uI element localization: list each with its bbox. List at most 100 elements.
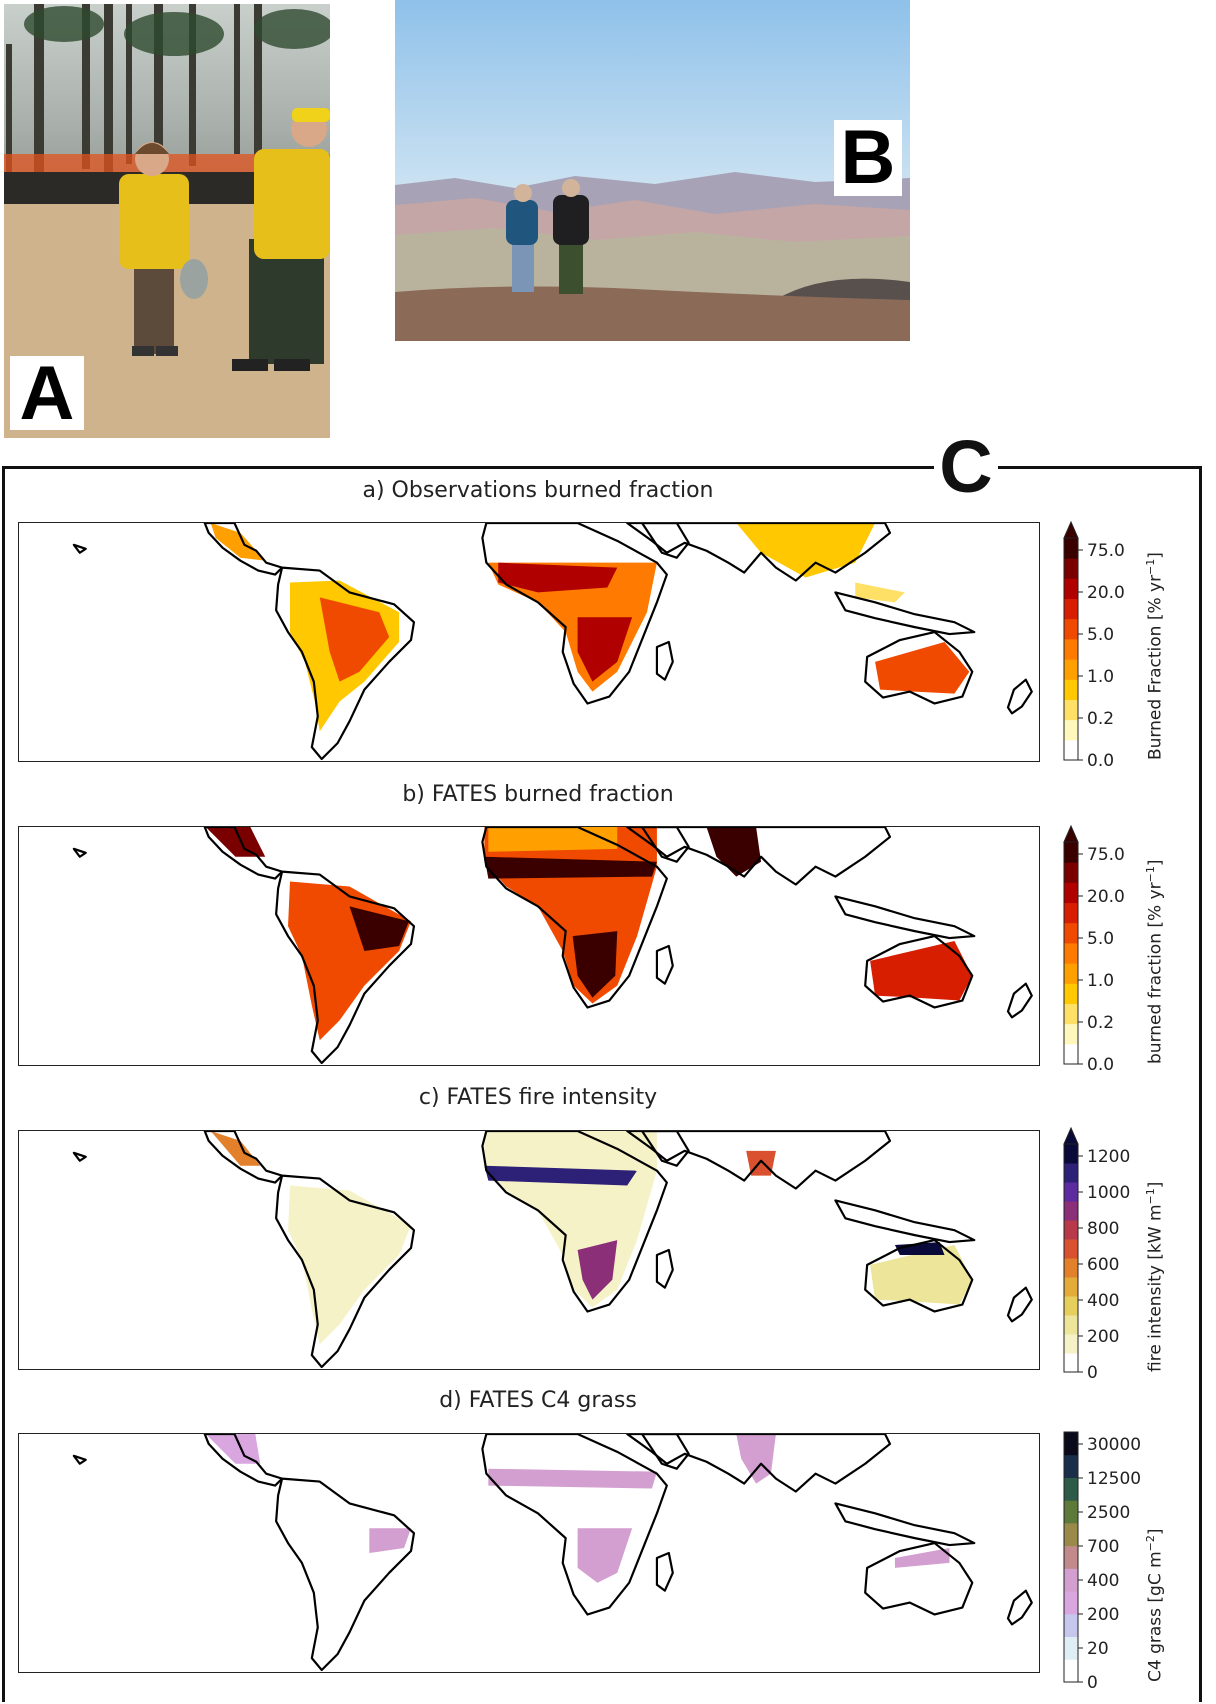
map-0-coastline-madagascar (655, 640, 674, 681)
colorbar-2-tick-label-4: 400 (1087, 1291, 1119, 1311)
map-1-fire-region-1 (349, 906, 410, 951)
colorbar-1-swatch-8 (1064, 882, 1078, 904)
colorbar-2-tick-label-1: 1000 (1087, 1183, 1130, 1203)
colorbar-3-swatch-2 (1064, 1613, 1078, 1638)
colorbar-0-label: Burned Fraction [% yr−1] (1144, 552, 1166, 760)
colorbar-1-tick-label-1: 20.0 (1087, 887, 1125, 907)
map-0-coastline-asia (626, 523, 892, 582)
colorbar-3-swatch-4 (1064, 1568, 1078, 1592)
colorbar-0-tick-label-0: 75.0 (1087, 541, 1125, 561)
map-1-coastline-mexico_isl (72, 847, 87, 858)
colorbar-3-swatch-7 (1064, 1500, 1078, 1524)
colorbar-3-swatch-3 (1064, 1591, 1078, 1615)
map-2-coastline-indonesia (834, 1199, 976, 1244)
map-1-coastline-australia (864, 934, 974, 1009)
colorbar-2-tick-label-6: 0 (1087, 1363, 1098, 1383)
colorbar-1-extend-arrow (1063, 824, 1079, 843)
map-1-coastline-arabia (640, 827, 690, 863)
map-3-coastline-arabia (640, 1434, 690, 1470)
colorbar-1-swatch-4 (1064, 963, 1078, 984)
colorbar-2-tick-label-2: 800 (1087, 1219, 1119, 1239)
map-3-coastline-camerica (203, 1434, 284, 1487)
colorbar-d: 30000 12500 2500 700 400 200 20 0 C4 grass [gC m… (1058, 1428, 1216, 1693)
map-0-coastline-indonesia (834, 591, 976, 636)
map-3-svg (72, 1434, 1033, 1672)
map-2-coastline-mexico_isl (72, 1151, 87, 1162)
colorbar-1-swatch-1 (1064, 1023, 1078, 1045)
map-0-svg (72, 523, 1033, 761)
colorbar-1-swatch-5 (1064, 942, 1078, 964)
map-c-fates-fire-intensity (18, 1130, 1040, 1370)
colorbar-1-swatch-7 (1064, 902, 1078, 924)
colorbar-0-swatch-8 (1064, 578, 1078, 600)
colorbar-2-swatch-0 (1064, 1353, 1078, 1373)
colorbar-1-tick-label-5: 0.0 (1087, 1055, 1114, 1075)
colorbar-0-swatch-9 (1064, 558, 1078, 579)
colorbar-0-extend-arrow (1063, 520, 1079, 539)
colorbar-2-swatch-6 (1064, 1239, 1078, 1259)
map-3-coastline-samerica (275, 1477, 416, 1672)
map-2-fire-region-2 (577, 1240, 618, 1300)
map-2-coastline-australia (864, 1238, 974, 1313)
colorbar-2-swatch-11 (1064, 1144, 1078, 1164)
map-0-fire-region-7 (210, 523, 266, 561)
panel-c-frame (2, 466, 1202, 1702)
map-b-title: b) FATES burned fraction (402, 782, 674, 807)
colorbar-0-swatch-7 (1064, 598, 1078, 620)
colorbar-2-swatch-7 (1064, 1220, 1078, 1240)
map-1-coastline-camerica (203, 827, 284, 880)
colorbar-1-tick-label-3: 1.0 (1087, 971, 1114, 991)
colorbar-3-tick-label-4: 400 (1087, 1571, 1119, 1591)
colorbar-3-swatch-0 (1064, 1659, 1078, 1683)
map-0-coastline-australia (864, 630, 974, 705)
map-0-coastline-mexico_isl (72, 543, 87, 554)
map-3-coastline-africa (481, 1434, 668, 1616)
colorbar-0-swatch-5 (1064, 638, 1078, 660)
map-0-fire-region-6 (736, 523, 876, 578)
colorbar-2-swatch-8 (1064, 1201, 1078, 1221)
colorbar-3-tick-label-6: 20 (1087, 1639, 1109, 1659)
map-a-observations-burned-fraction (18, 522, 1040, 762)
colorbar-2-svg: 1200 1000 800 600 400 200 0 (1063, 1126, 1130, 1383)
colorbar-1-swatch-9 (1064, 862, 1078, 883)
map-1-svg (72, 827, 1033, 1065)
map-0-coastline-camerica (203, 523, 284, 576)
colorbar-1-tick-label-0: 75.0 (1087, 845, 1125, 865)
map-c-title: c) FATES fire intensity (418, 1085, 658, 1110)
colorbar-3-tick-label-1: 12500 (1087, 1469, 1141, 1489)
map-1-coastline-madagascar (655, 944, 674, 985)
colorbar-0-swatch-10 (1064, 538, 1078, 559)
map-2-coastline-asia (626, 1131, 892, 1190)
map-2-coastline-camerica (203, 1131, 284, 1184)
colorbar-3-tick-label-2: 2500 (1087, 1503, 1130, 1523)
colorbar-3-swatch-10 (1064, 1432, 1078, 1456)
colorbar-0-svg: 75.0 20.0 5.0 1.0 0.2 0.0 (1063, 520, 1125, 771)
colorbar-3-outline (1063, 1431, 1079, 1683)
colorbar-3-tick-label-3: 700 (1087, 1537, 1119, 1557)
colorbar-0-swatch-2 (1064, 699, 1078, 721)
map-1-fire-region-0 (288, 881, 411, 1041)
colorbar-1-swatch-3 (1064, 983, 1078, 1004)
colorbar-3-swatch-8 (1064, 1477, 1078, 1501)
map-2-coastline-madagascar (655, 1248, 674, 1289)
map-1-coastline-samerica (275, 870, 416, 1065)
colorbar-3-tick-label-0: 30000 (1087, 1435, 1141, 1455)
map-2-coastline-samerica (275, 1174, 416, 1369)
colorbar-2-swatch-5 (1064, 1258, 1078, 1278)
colorbar-c: 1200 1000 800 600 400 200 0 fire intensity [kW … (1058, 1124, 1216, 1383)
colorbar-1-outline (1063, 841, 1079, 1065)
map-1-fire-region-3 (484, 856, 657, 879)
colorbar-0-tick-label-3: 1.0 (1087, 667, 1114, 687)
map-0-fire-region-5 (875, 642, 970, 694)
colorbar-3-swatch-5 (1064, 1545, 1078, 1569)
map-3-fire-region-4 (736, 1434, 776, 1484)
map-2-fire-region-3 (288, 1185, 411, 1345)
map-3-fire-region-2 (369, 1528, 411, 1553)
map-3-coastline-nz (1006, 1589, 1033, 1626)
map-3-coastline-asia (626, 1434, 892, 1493)
map-1-coastline-nz (1006, 982, 1033, 1019)
colorbar-1-swatch-0 (1064, 1043, 1078, 1065)
map-2-coastline-africa (481, 1131, 668, 1313)
map-0-coastline-samerica (275, 566, 416, 761)
two-people-on-mountain-overlook-photo (395, 0, 910, 341)
